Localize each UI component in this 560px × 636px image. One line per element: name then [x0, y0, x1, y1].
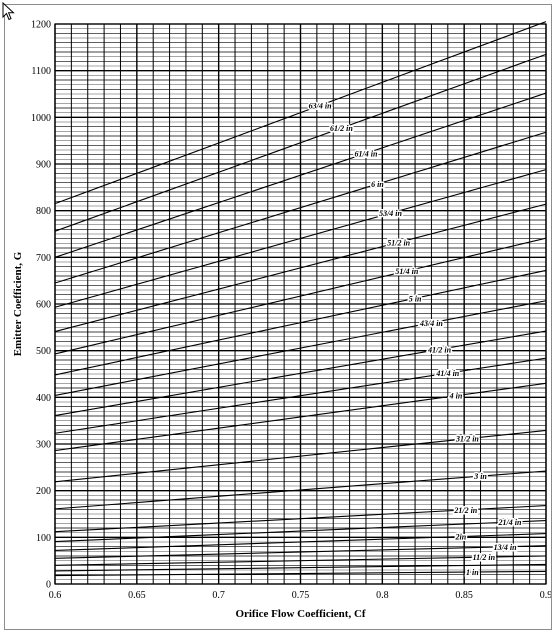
y-tick-label: 1000: [31, 113, 51, 124]
series-line-12: [54, 429, 547, 483]
size-curves: [54, 21, 547, 577]
series-line-10: [54, 357, 547, 434]
x-tick-label: 0.75: [292, 590, 310, 601]
curve-label-16: 2in: [455, 533, 467, 542]
curve-label-7: 5 in: [409, 294, 422, 303]
y-tick-label: 500: [36, 346, 51, 357]
x-tick-label: 0.65: [128, 590, 146, 601]
series-line-16: [54, 533, 547, 551]
curve-label-11: 4 in: [449, 392, 463, 401]
series-line-6: [54, 237, 547, 355]
curve-label-3: 6 in: [371, 180, 384, 189]
curve-label-6: 51/4 in: [395, 267, 418, 276]
series-line-20: [54, 570, 547, 577]
y-tick-label: 700: [36, 253, 51, 264]
y-tick-label: 300: [36, 440, 51, 451]
curve-label-10: 41/4 in: [435, 369, 459, 378]
series-line-9: [54, 330, 547, 417]
series-line-18: [54, 555, 547, 566]
chart-frame: 63/4 in 61/2 in 61/4 in 6 in 53/4 in 51/2 in 5…: [4, 4, 552, 630]
curve-label-0: 63/4 in: [309, 101, 332, 110]
series-line-4: [54, 169, 547, 308]
curve-label-14: 21/2 in: [453, 506, 477, 515]
x-axis-title: Orifice Flow Coefficient, Cf: [235, 608, 365, 620]
series-line-11: [54, 382, 547, 452]
curve-label-2: 61/4 in: [355, 149, 378, 158]
y-tick-label: 800: [36, 206, 51, 217]
series-line-0: [54, 21, 547, 205]
y-tick-label: 600: [36, 300, 51, 311]
series-line-17: [54, 545, 547, 559]
x-tick-labels: 0.6 0.65 0.7 0.75 0.8 0.85 0.9: [49, 590, 553, 601]
curve-label-8: 43/4 in: [419, 319, 443, 328]
y-tick-label: 400: [36, 393, 51, 404]
curve-label-5: 51/2 in: [387, 238, 410, 247]
curve-label-15: 21/4 in: [498, 518, 522, 527]
curve-label-19: 1 in: [466, 568, 479, 577]
y-tick-label: 200: [36, 486, 51, 497]
y-axis-title: Emitter Coefficient, G: [12, 251, 24, 356]
y-tick-label: 900: [36, 160, 51, 171]
series-line-15: [54, 519, 547, 543]
mouse-cursor-icon: [2, 2, 15, 21]
emitter-coefficient-chart: 63/4 in 61/2 in 61/4 in 6 in 53/4 in 51/2 in 5…: [12, 20, 553, 621]
series-line-5: [54, 203, 547, 333]
series-line-14: [54, 505, 547, 533]
plot-border: [54, 23, 547, 585]
x-tick-label: 0.9: [540, 590, 551, 601]
x-tick-label: 0.8: [376, 590, 389, 601]
series-line-19: [54, 563, 547, 572]
curve-label-4: 53/4 in: [379, 209, 402, 218]
curve-label-13: 3 in: [473, 472, 487, 481]
series-line-8: [54, 300, 547, 397]
x-tick-label: 0.6: [49, 590, 62, 601]
y-tick-label: 100: [36, 533, 51, 544]
curve-label-9: 41/2 in: [427, 345, 451, 354]
y-tick-label: 1100: [31, 66, 51, 77]
series-line-3: [54, 131, 547, 284]
y-tick-labels: 0 100 200 300 400 500 600 700 800 900 1000 1100 1200: [31, 20, 51, 591]
curve-label-1: 61/2 in: [330, 124, 353, 133]
curve-label-17: 13/4 in: [494, 543, 517, 552]
curve-label-18: 11/2 in: [473, 553, 496, 562]
x-tick-label: 0.7: [212, 590, 225, 601]
curve-label-12: 31/2 in: [455, 435, 479, 444]
series-line-2: [54, 92, 547, 258]
series-line-13: [54, 470, 547, 510]
curve-labels: 63/4 in 61/2 in 61/4 in 6 in 53/4 in 51/2 in 5…: [307, 100, 523, 579]
y-tick-label: 0: [46, 580, 51, 591]
series-line-1: [54, 53, 547, 232]
x-tick-label: 0.85: [455, 590, 473, 601]
y-tick-label: 1200: [31, 20, 51, 31]
series-line-7: [54, 269, 547, 376]
